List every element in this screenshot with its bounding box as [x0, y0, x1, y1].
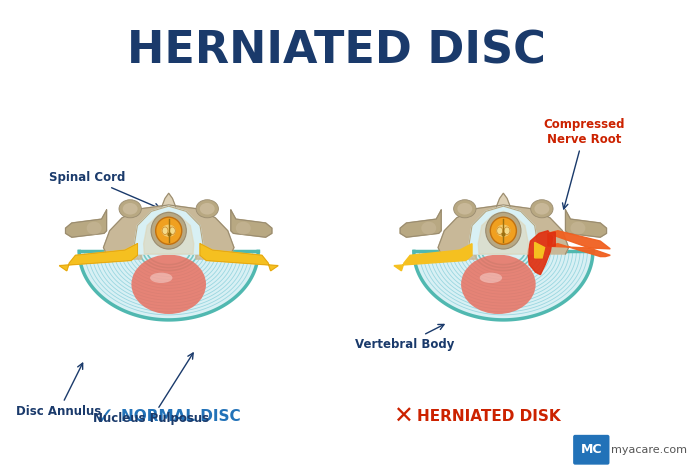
Polygon shape	[548, 231, 610, 256]
Polygon shape	[231, 210, 272, 237]
Text: Vertebral Body: Vertebral Body	[355, 325, 454, 351]
Ellipse shape	[570, 222, 585, 235]
Polygon shape	[79, 251, 258, 320]
Polygon shape	[196, 251, 211, 259]
Text: Spinal Cord: Spinal Cord	[49, 171, 160, 209]
Polygon shape	[414, 251, 593, 320]
FancyBboxPatch shape	[573, 435, 610, 465]
Text: ✓: ✓	[94, 405, 115, 429]
Text: HERNIATED DISK: HERNIATED DISK	[417, 410, 561, 424]
Polygon shape	[535, 242, 545, 258]
Text: HERNIATED DISC: HERNIATED DISC	[127, 29, 545, 72]
Polygon shape	[394, 244, 472, 271]
Ellipse shape	[119, 200, 141, 218]
Ellipse shape	[196, 200, 218, 218]
Text: Disc Annulus: Disc Annulus	[15, 363, 101, 419]
Circle shape	[155, 217, 182, 244]
Ellipse shape	[504, 227, 510, 235]
Ellipse shape	[162, 225, 176, 237]
Polygon shape	[400, 210, 441, 237]
Ellipse shape	[132, 255, 206, 314]
Polygon shape	[531, 251, 545, 259]
Text: myacare.com: myacare.com	[611, 445, 687, 455]
Polygon shape	[144, 211, 194, 254]
Polygon shape	[566, 210, 606, 237]
Polygon shape	[528, 231, 553, 274]
Ellipse shape	[199, 203, 215, 215]
Polygon shape	[438, 205, 568, 254]
Ellipse shape	[236, 222, 251, 235]
Text: NORMAL DISC: NORMAL DISC	[121, 410, 241, 424]
Ellipse shape	[457, 203, 473, 215]
Text: Nucleus Pulposus: Nucleus Pulposus	[93, 353, 209, 426]
Polygon shape	[478, 211, 528, 254]
Ellipse shape	[461, 255, 536, 314]
Ellipse shape	[496, 225, 510, 237]
Ellipse shape	[454, 200, 476, 218]
Text: MC: MC	[580, 443, 602, 456]
Polygon shape	[104, 205, 234, 254]
Polygon shape	[461, 251, 476, 259]
Polygon shape	[161, 193, 176, 222]
Text: Compressed
Nerve Root: Compressed Nerve Root	[544, 118, 625, 209]
Circle shape	[490, 217, 517, 244]
Polygon shape	[134, 206, 204, 254]
Ellipse shape	[497, 227, 503, 235]
Ellipse shape	[531, 200, 553, 218]
Ellipse shape	[87, 222, 101, 235]
Circle shape	[151, 212, 186, 249]
Polygon shape	[60, 244, 137, 271]
Polygon shape	[66, 210, 106, 237]
Polygon shape	[200, 244, 278, 271]
Ellipse shape	[534, 203, 550, 215]
Polygon shape	[468, 206, 538, 254]
Polygon shape	[127, 251, 141, 259]
Circle shape	[486, 212, 521, 249]
Ellipse shape	[122, 203, 138, 215]
Ellipse shape	[150, 273, 172, 283]
Ellipse shape	[421, 222, 436, 235]
Polygon shape	[496, 193, 511, 222]
Ellipse shape	[169, 227, 175, 235]
Ellipse shape	[162, 227, 168, 235]
Polygon shape	[548, 232, 555, 246]
Ellipse shape	[480, 273, 502, 283]
Text: ✕: ✕	[393, 405, 413, 429]
